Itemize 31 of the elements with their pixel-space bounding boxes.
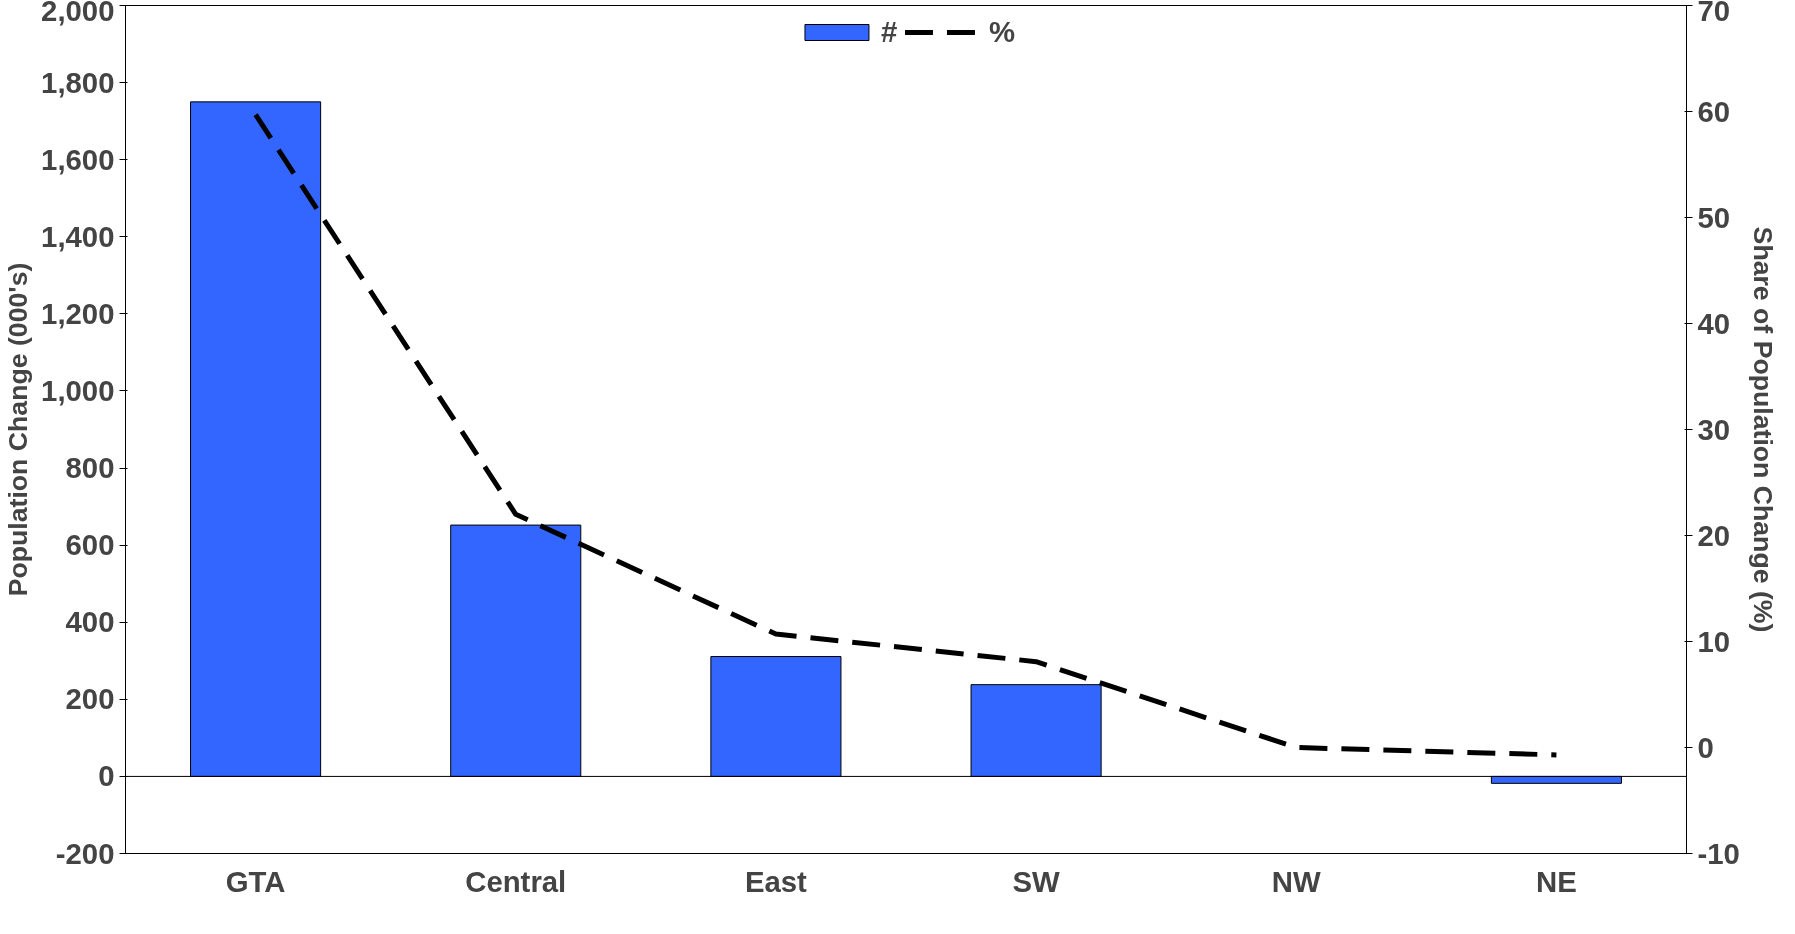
x-tick-label: SW — [1012, 864, 1061, 898]
y-tick-label: 1,200 — [41, 296, 115, 330]
y-tick-label: 1,800 — [41, 65, 115, 99]
x-tick-label: NW — [1271, 864, 1321, 898]
x-tick-label: GTA — [225, 864, 286, 898]
y-tick-label: 1,600 — [41, 142, 115, 176]
y2-tick-label: 60 — [1697, 94, 1731, 128]
y-tick-label: 0 — [98, 759, 115, 793]
x-tick-label: Central — [465, 864, 567, 898]
legend-label: % — [988, 15, 1016, 49]
x-tick-label: NE — [1536, 864, 1577, 898]
y2-tick-label: 0 — [1697, 730, 1714, 764]
y-tick-label: -200 — [55, 836, 115, 870]
x-tick-label: East — [744, 864, 808, 898]
y2-tick-label: -10 — [1697, 836, 1740, 870]
y2-axis-title: Share of Population Change (%) — [1747, 226, 1778, 633]
y2-tick-label: 30 — [1697, 412, 1731, 446]
y-tick-label: 1,000 — [41, 373, 115, 407]
y2-tick-label: 70 — [1697, 0, 1731, 27]
legend-label: # — [880, 15, 899, 49]
y-tick-label: 1,400 — [41, 219, 115, 253]
y2-tick-label: 50 — [1697, 200, 1731, 234]
y2-tick-label: 40 — [1697, 306, 1731, 340]
y2-tick-label: 20 — [1697, 518, 1731, 552]
y-axis-title: Population Change (000's) — [3, 262, 34, 597]
y-tick-label: 2,000 — [41, 0, 115, 27]
y-tick-label: 400 — [65, 605, 115, 639]
y-tick-label: 600 — [65, 528, 115, 562]
y2-tick-label: 10 — [1697, 624, 1731, 658]
y-tick-label: 200 — [65, 682, 115, 716]
y-tick-label: 800 — [65, 451, 115, 485]
